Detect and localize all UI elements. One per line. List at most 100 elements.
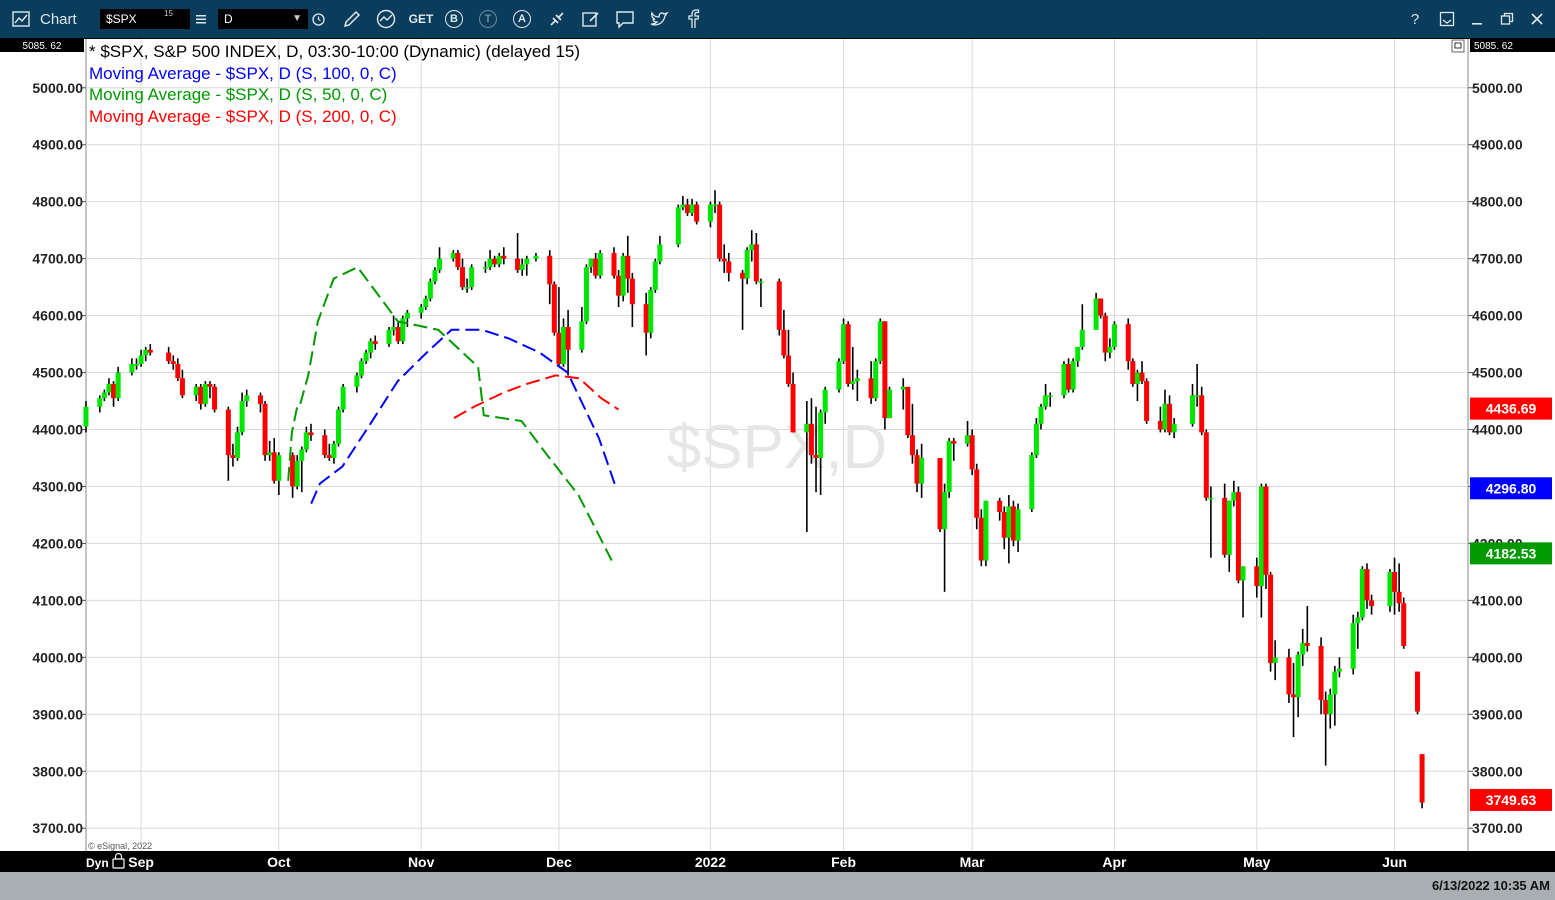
save-icon[interactable] [1436, 0, 1458, 38]
candle [717, 201, 723, 262]
line-chart-icon[interactable] [374, 0, 398, 38]
restore-icon[interactable] [1496, 0, 1518, 38]
candle-body [978, 517, 984, 561]
candle-body [235, 432, 241, 458]
candle [464, 278, 470, 293]
help-button[interactable]: ? [1410, 10, 1420, 28]
candle-body [496, 255, 502, 265]
menu-icon[interactable] [194, 0, 208, 38]
price-tags: 4436.69 4296.80 4182.53 3749.63 [1470, 397, 1552, 811]
symbol-input[interactable]: $SPX 15 [100, 9, 190, 29]
candle-body [726, 261, 732, 273]
candle [179, 369, 185, 399]
buy-button[interactable]: B [443, 0, 465, 38]
minimize-icon[interactable] [1466, 0, 1488, 38]
candle-body [372, 341, 378, 345]
x-tick-label: Dec [546, 854, 572, 870]
price-tag-box [1470, 397, 1552, 420]
chart-icon [10, 0, 32, 38]
y-tick-label-left: 3800.00 [32, 763, 83, 779]
candle [1268, 571, 1274, 672]
close-icon[interactable] [1526, 0, 1548, 38]
candle-body [1332, 671, 1338, 695]
candle-body [758, 281, 764, 283]
candle-body [179, 378, 185, 396]
candle-body [202, 383, 208, 404]
candle-body [1194, 395, 1200, 397]
candle-body [579, 321, 585, 350]
candle [143, 346, 149, 362]
note-icon[interactable] [579, 0, 603, 38]
collapse-icon[interactable] [1451, 39, 1465, 53]
candle [368, 338, 374, 359]
candle [1075, 346, 1081, 367]
y-tick-label-left: 4300.00 [32, 478, 83, 494]
candle [1139, 361, 1145, 384]
candle [533, 252, 539, 262]
price-chart[interactable]: 3700.00 3800.00 3900.00 4000.00 4100.00 4200.… [0, 38, 1555, 872]
candle-body [1029, 455, 1035, 510]
chart-panel[interactable]: 3700.00 3800.00 3900.00 4000.00 4100.00 4200.… [0, 38, 1555, 872]
candle-body [822, 389, 828, 413]
candle [694, 201, 700, 225]
pencil-icon[interactable] [340, 0, 364, 38]
candle [625, 235, 631, 293]
candle [257, 392, 263, 413]
candle [909, 403, 915, 464]
candle-body [262, 403, 268, 456]
alert-button[interactable]: A [511, 0, 533, 38]
candle [1369, 594, 1375, 615]
candle-body [1061, 364, 1067, 396]
candle [492, 255, 498, 268]
candle-body [487, 258, 493, 268]
trade-button[interactable]: T [477, 0, 499, 38]
candle [501, 247, 507, 265]
candle [1254, 557, 1260, 598]
symbol-superscript: 15 [164, 9, 173, 18]
candle [455, 250, 461, 271]
candle [111, 381, 117, 407]
twitter-icon[interactable] [647, 0, 671, 38]
candle [1010, 500, 1016, 547]
candle-body [111, 383, 117, 399]
lock-icon[interactable] [112, 852, 125, 869]
candle [744, 247, 750, 285]
x-tick-label: Mar [960, 854, 985, 870]
candle-body [707, 204, 713, 222]
comment-icon[interactable] [613, 0, 637, 38]
candle [1226, 500, 1232, 572]
dyn-label[interactable]: Dyn [86, 856, 109, 870]
candle-body [533, 255, 539, 259]
candle-body [106, 383, 112, 393]
candle [202, 381, 208, 407]
candle [239, 392, 245, 436]
candle [1199, 386, 1205, 436]
candle [648, 287, 654, 339]
candle [740, 270, 746, 330]
candle [290, 452, 296, 498]
candle-body [850, 381, 856, 384]
get-button[interactable]: GET [408, 12, 434, 26]
interval-value: D [224, 12, 233, 26]
candle-body [882, 321, 888, 419]
candle [561, 318, 567, 367]
candle-body [1369, 600, 1375, 607]
candle [946, 438, 952, 498]
candle-body [294, 460, 300, 487]
candle-body [308, 432, 314, 436]
candle-body [230, 455, 236, 458]
link-icon[interactable] [545, 0, 569, 38]
candle [1157, 406, 1163, 433]
candle [230, 443, 236, 467]
clock-icon[interactable] [310, 0, 326, 38]
candle [721, 244, 727, 273]
facebook-icon[interactable] [681, 0, 705, 38]
candle [115, 366, 121, 402]
candle [303, 426, 309, 453]
candle [965, 420, 971, 447]
candle-body [969, 435, 975, 470]
candle-body [1419, 754, 1425, 803]
candle-body [143, 349, 149, 356]
candle-body [501, 255, 507, 259]
interval-select[interactable]: D ▼ [218, 9, 308, 29]
